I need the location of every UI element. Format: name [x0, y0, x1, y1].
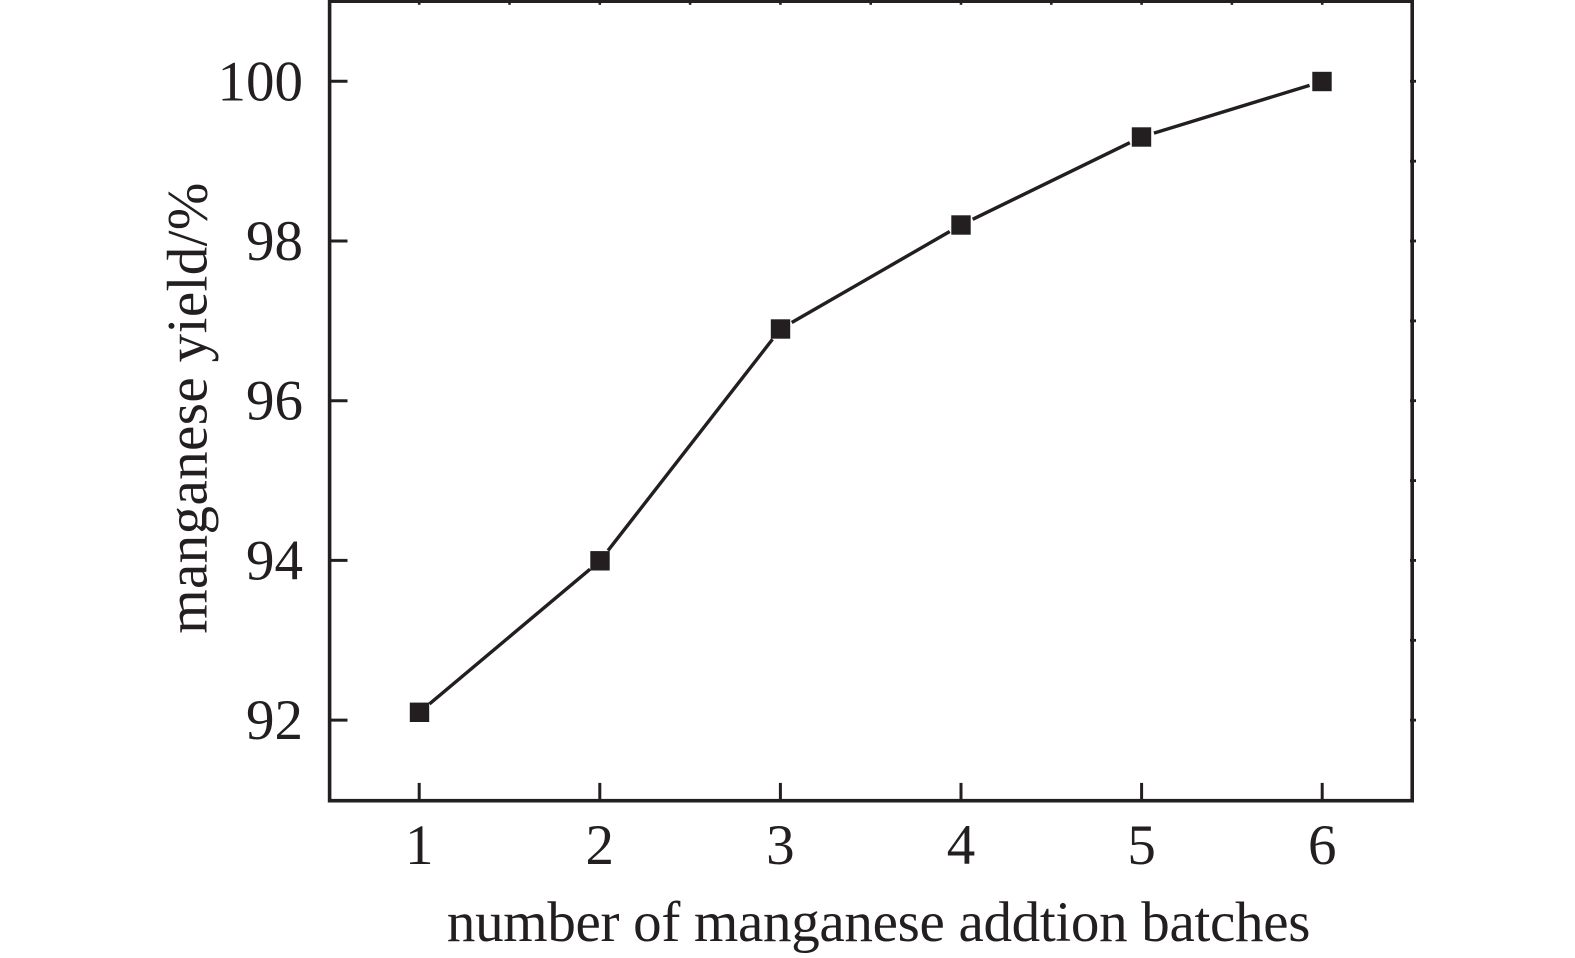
svg-text:number of manganese addtion ba: number of manganese addtion batches	[447, 891, 1310, 954]
svg-text:1: 1	[405, 814, 434, 877]
svg-text:94: 94	[246, 529, 303, 592]
svg-text:96: 96	[246, 370, 303, 433]
svg-text:92: 92	[246, 689, 303, 752]
svg-text:4: 4	[947, 814, 976, 877]
svg-text:98: 98	[246, 210, 303, 273]
svg-text:6: 6	[1308, 814, 1337, 877]
svg-text:100: 100	[218, 50, 304, 113]
svg-text:manganese yield/%: manganese yield/%	[157, 182, 220, 634]
svg-text:3: 3	[766, 814, 795, 877]
svg-text:5: 5	[1127, 814, 1156, 877]
svg-text:2: 2	[586, 814, 615, 877]
